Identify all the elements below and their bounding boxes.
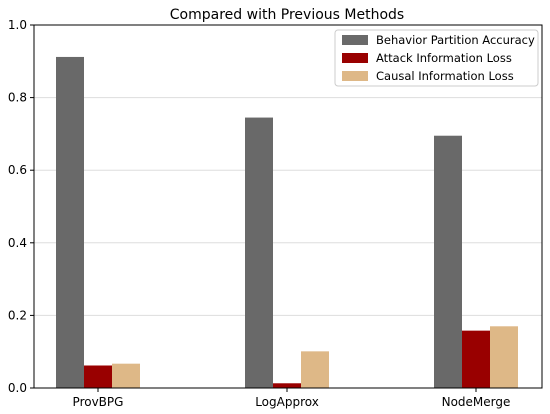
bar-attack-information-loss-provbpg <box>84 365 112 388</box>
bar-behavior-partition-accuracy-nodemerge <box>434 135 462 388</box>
y-tick-label: 0.6 <box>8 163 27 177</box>
legend-swatch-causal-information-loss <box>342 71 368 81</box>
legend-label-attack-information-loss: Attack Information Loss <box>376 51 512 65</box>
legend-swatch-behavior-partition-accuracy <box>342 35 368 45</box>
y-axis: 0.0 0.2 0.4 0.6 0.8 1.0 <box>8 18 34 395</box>
plot-frame <box>33 24 543 389</box>
bar-causal-information-loss-logapprox <box>301 351 329 388</box>
bars <box>56 56 518 388</box>
y-tick-label: 0.8 <box>8 91 27 105</box>
y-tick-label: 1.0 <box>8 18 27 32</box>
bar-causal-information-loss-nodemerge <box>490 326 518 388</box>
bar-behavior-partition-accuracy-logapprox <box>245 117 273 388</box>
grid-lines <box>34 97 542 316</box>
legend-box <box>334 29 539 87</box>
bar-causal-information-loss-provbpg <box>112 363 140 388</box>
y-tick-label: 0.2 <box>8 308 27 322</box>
legend-swatch-attack-information-loss <box>342 53 368 63</box>
x-tick-label-logapprox: LogApprox <box>255 395 319 409</box>
x-axis: ProvBPG LogApprox NodeMerge <box>73 388 511 409</box>
chart-title: Compared with Previous Methods <box>170 7 404 23</box>
x-tick-label-provbpg: ProvBPG <box>73 395 124 409</box>
legend-label-causal-information-loss: Causal Information Loss <box>376 69 514 83</box>
legend-label-behavior-partition-accuracy: Behavior Partition Accuracy <box>376 33 535 47</box>
x-tick-label-nodemerge: NodeMerge <box>442 395 511 409</box>
y-tick-label: 0.0 <box>8 381 27 395</box>
bar-attack-information-loss-nodemerge <box>462 330 490 388</box>
bar-attack-information-loss-logapprox <box>273 383 301 388</box>
legend: Behavior Partition Accuracy Attack Infor… <box>334 29 539 87</box>
y-tick-label: 0.4 <box>8 236 27 250</box>
bar-behavior-partition-accuracy-provbpg <box>56 56 84 388</box>
